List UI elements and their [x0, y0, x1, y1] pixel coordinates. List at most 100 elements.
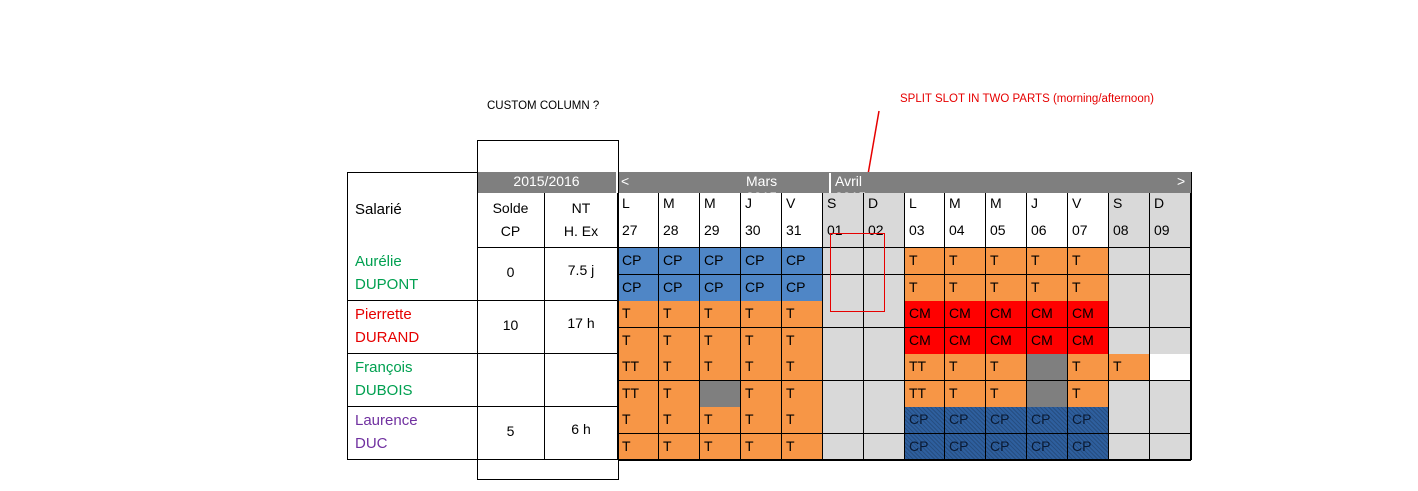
planning-slot-am[interactable]: CP [945, 407, 986, 434]
planning-slot-pm[interactable] [864, 381, 905, 408]
planning-slot-am[interactable]: T [659, 301, 700, 328]
planning-slot-pm[interactable]: CP [1027, 434, 1068, 461]
planning-slot-am[interactable]: T [659, 407, 700, 434]
planning-slot-pm[interactable] [1109, 328, 1150, 355]
planning-slot-am[interactable]: T [700, 407, 741, 434]
planning-slot-am[interactable]: TT [618, 354, 659, 381]
planning-slot-pm[interactable]: T [782, 434, 823, 461]
planning-slot-pm[interactable]: CP [741, 275, 782, 302]
planning-slot-am[interactable]: CM [905, 301, 945, 328]
planning-slot-am[interactable]: T [700, 301, 741, 328]
planning-slot-pm[interactable]: CM [1068, 328, 1109, 355]
planning-slot-pm[interactable]: T [741, 381, 782, 408]
planning-slot-am[interactable]: CP [1068, 407, 1109, 434]
planning-slot-pm[interactable]: T [986, 381, 1027, 408]
planning-slot-am[interactable]: T [986, 248, 1027, 275]
employee-last-name[interactable]: DUC [355, 435, 388, 452]
planning-slot-pm[interactable] [1150, 328, 1191, 355]
planning-slot-am[interactable]: T [741, 354, 782, 381]
planning-slot-pm[interactable]: T [741, 434, 782, 461]
employee-last-name[interactable]: DURAND [355, 329, 420, 346]
planning-slot-pm[interactable]: CP [945, 434, 986, 461]
employee-first-name[interactable]: Laurence [355, 412, 418, 429]
planning-slot-pm[interactable]: CM [905, 328, 945, 355]
planning-slot-pm[interactable]: T [1068, 381, 1109, 408]
planning-slot-pm[interactable]: T [659, 434, 700, 461]
employee-last-name[interactable]: DUBOIS [355, 382, 413, 399]
planning-slot-am[interactable] [1150, 354, 1191, 381]
next-month-button[interactable]: > [1177, 173, 1186, 189]
employee-first-name[interactable]: Aurélie [355, 253, 402, 270]
planning-slot-am[interactable]: CP [618, 248, 659, 275]
planning-slot-pm[interactable]: CM [945, 328, 986, 355]
planning-slot-am[interactable]: T [945, 248, 986, 275]
planning-slot-pm[interactable]: TT [905, 381, 945, 408]
planning-slot-pm[interactable]: CM [1027, 328, 1068, 355]
planning-slot-am[interactable]: CP [986, 407, 1027, 434]
planning-slot-pm[interactable] [1150, 381, 1191, 408]
planning-slot-am[interactable]: TT [905, 354, 945, 381]
planning-slot-pm[interactable] [823, 381, 864, 408]
planning-slot-am[interactable]: T [1068, 354, 1109, 381]
planning-slot-am[interactable]: T [782, 407, 823, 434]
planning-slot-am[interactable] [864, 354, 905, 381]
planning-slot-pm[interactable]: T [741, 328, 782, 355]
planning-slot-am[interactable]: T [741, 407, 782, 434]
planning-slot-am[interactable]: T [659, 354, 700, 381]
planning-slot-am[interactable]: T [1027, 248, 1068, 275]
planning-slot-pm[interactable]: CP [782, 275, 823, 302]
planning-slot-am[interactable]: T [618, 407, 659, 434]
employee-last-name[interactable]: DUPONT [355, 276, 419, 293]
planning-slot-am[interactable] [1150, 301, 1191, 328]
planning-slot-am[interactable] [1109, 407, 1150, 434]
planning-slot-am[interactable]: T [782, 354, 823, 381]
planning-slot-am[interactable] [1150, 248, 1191, 275]
planning-slot-am[interactable]: CP [741, 248, 782, 275]
planning-slot-pm[interactable]: CP [986, 434, 1027, 461]
planning-slot-pm[interactable] [864, 328, 905, 355]
planning-slot-pm[interactable] [864, 434, 905, 461]
planning-slot-am[interactable]: T [905, 248, 945, 275]
planning-slot-am[interactable] [1109, 248, 1150, 275]
planning-slot-pm[interactable]: T [945, 381, 986, 408]
planning-slot-am[interactable]: T [782, 301, 823, 328]
planning-slot-pm[interactable]: T [700, 328, 741, 355]
planning-slot-pm[interactable]: T [782, 328, 823, 355]
planning-slot-pm[interactable]: T [618, 328, 659, 355]
planning-slot-am[interactable] [823, 407, 864, 434]
planning-slot-am[interactable]: CP [905, 407, 945, 434]
planning-slot-am[interactable]: T [945, 354, 986, 381]
planning-slot-pm[interactable]: CP [659, 275, 700, 302]
planning-slot-pm[interactable]: CP [905, 434, 945, 461]
planning-slot-pm[interactable]: CM [986, 328, 1027, 355]
planning-slot-pm[interactable]: T [1027, 275, 1068, 302]
planning-slot-pm[interactable]: T [782, 381, 823, 408]
planning-slot-am[interactable] [1109, 301, 1150, 328]
planning-slot-am[interactable]: T [986, 354, 1027, 381]
planning-slot-am[interactable]: CM [1068, 301, 1109, 328]
planning-slot-pm[interactable]: T [945, 275, 986, 302]
planning-slot-am[interactable] [1150, 407, 1191, 434]
planning-slot-pm[interactable] [1109, 275, 1150, 302]
planning-slot-pm[interactable]: T [986, 275, 1027, 302]
planning-slot-am[interactable]: T [1068, 248, 1109, 275]
planning-slot-pm[interactable] [823, 328, 864, 355]
employee-first-name[interactable]: François [355, 359, 413, 376]
planning-slot-pm[interactable]: T [618, 434, 659, 461]
planning-slot-pm[interactable] [1109, 434, 1150, 461]
planning-slot-am[interactable]: CP [1027, 407, 1068, 434]
planning-slot-am[interactable]: CM [986, 301, 1027, 328]
planning-slot-am[interactable]: T [700, 354, 741, 381]
planning-slot-pm[interactable]: T [905, 275, 945, 302]
planning-slot-pm[interactable]: CP [1068, 434, 1109, 461]
prev-month-button[interactable]: < [621, 173, 630, 189]
planning-slot-am[interactable] [1027, 354, 1068, 381]
planning-slot-am[interactable] [864, 407, 905, 434]
planning-slot-pm[interactable] [700, 381, 741, 408]
planning-slot-am[interactable] [823, 354, 864, 381]
employee-first-name[interactable]: Pierrette [355, 306, 412, 323]
planning-slot-am[interactable]: T [741, 301, 782, 328]
planning-slot-am[interactable]: CP [782, 248, 823, 275]
planning-slot-pm[interactable] [1150, 275, 1191, 302]
planning-slot-am[interactable]: CM [945, 301, 986, 328]
